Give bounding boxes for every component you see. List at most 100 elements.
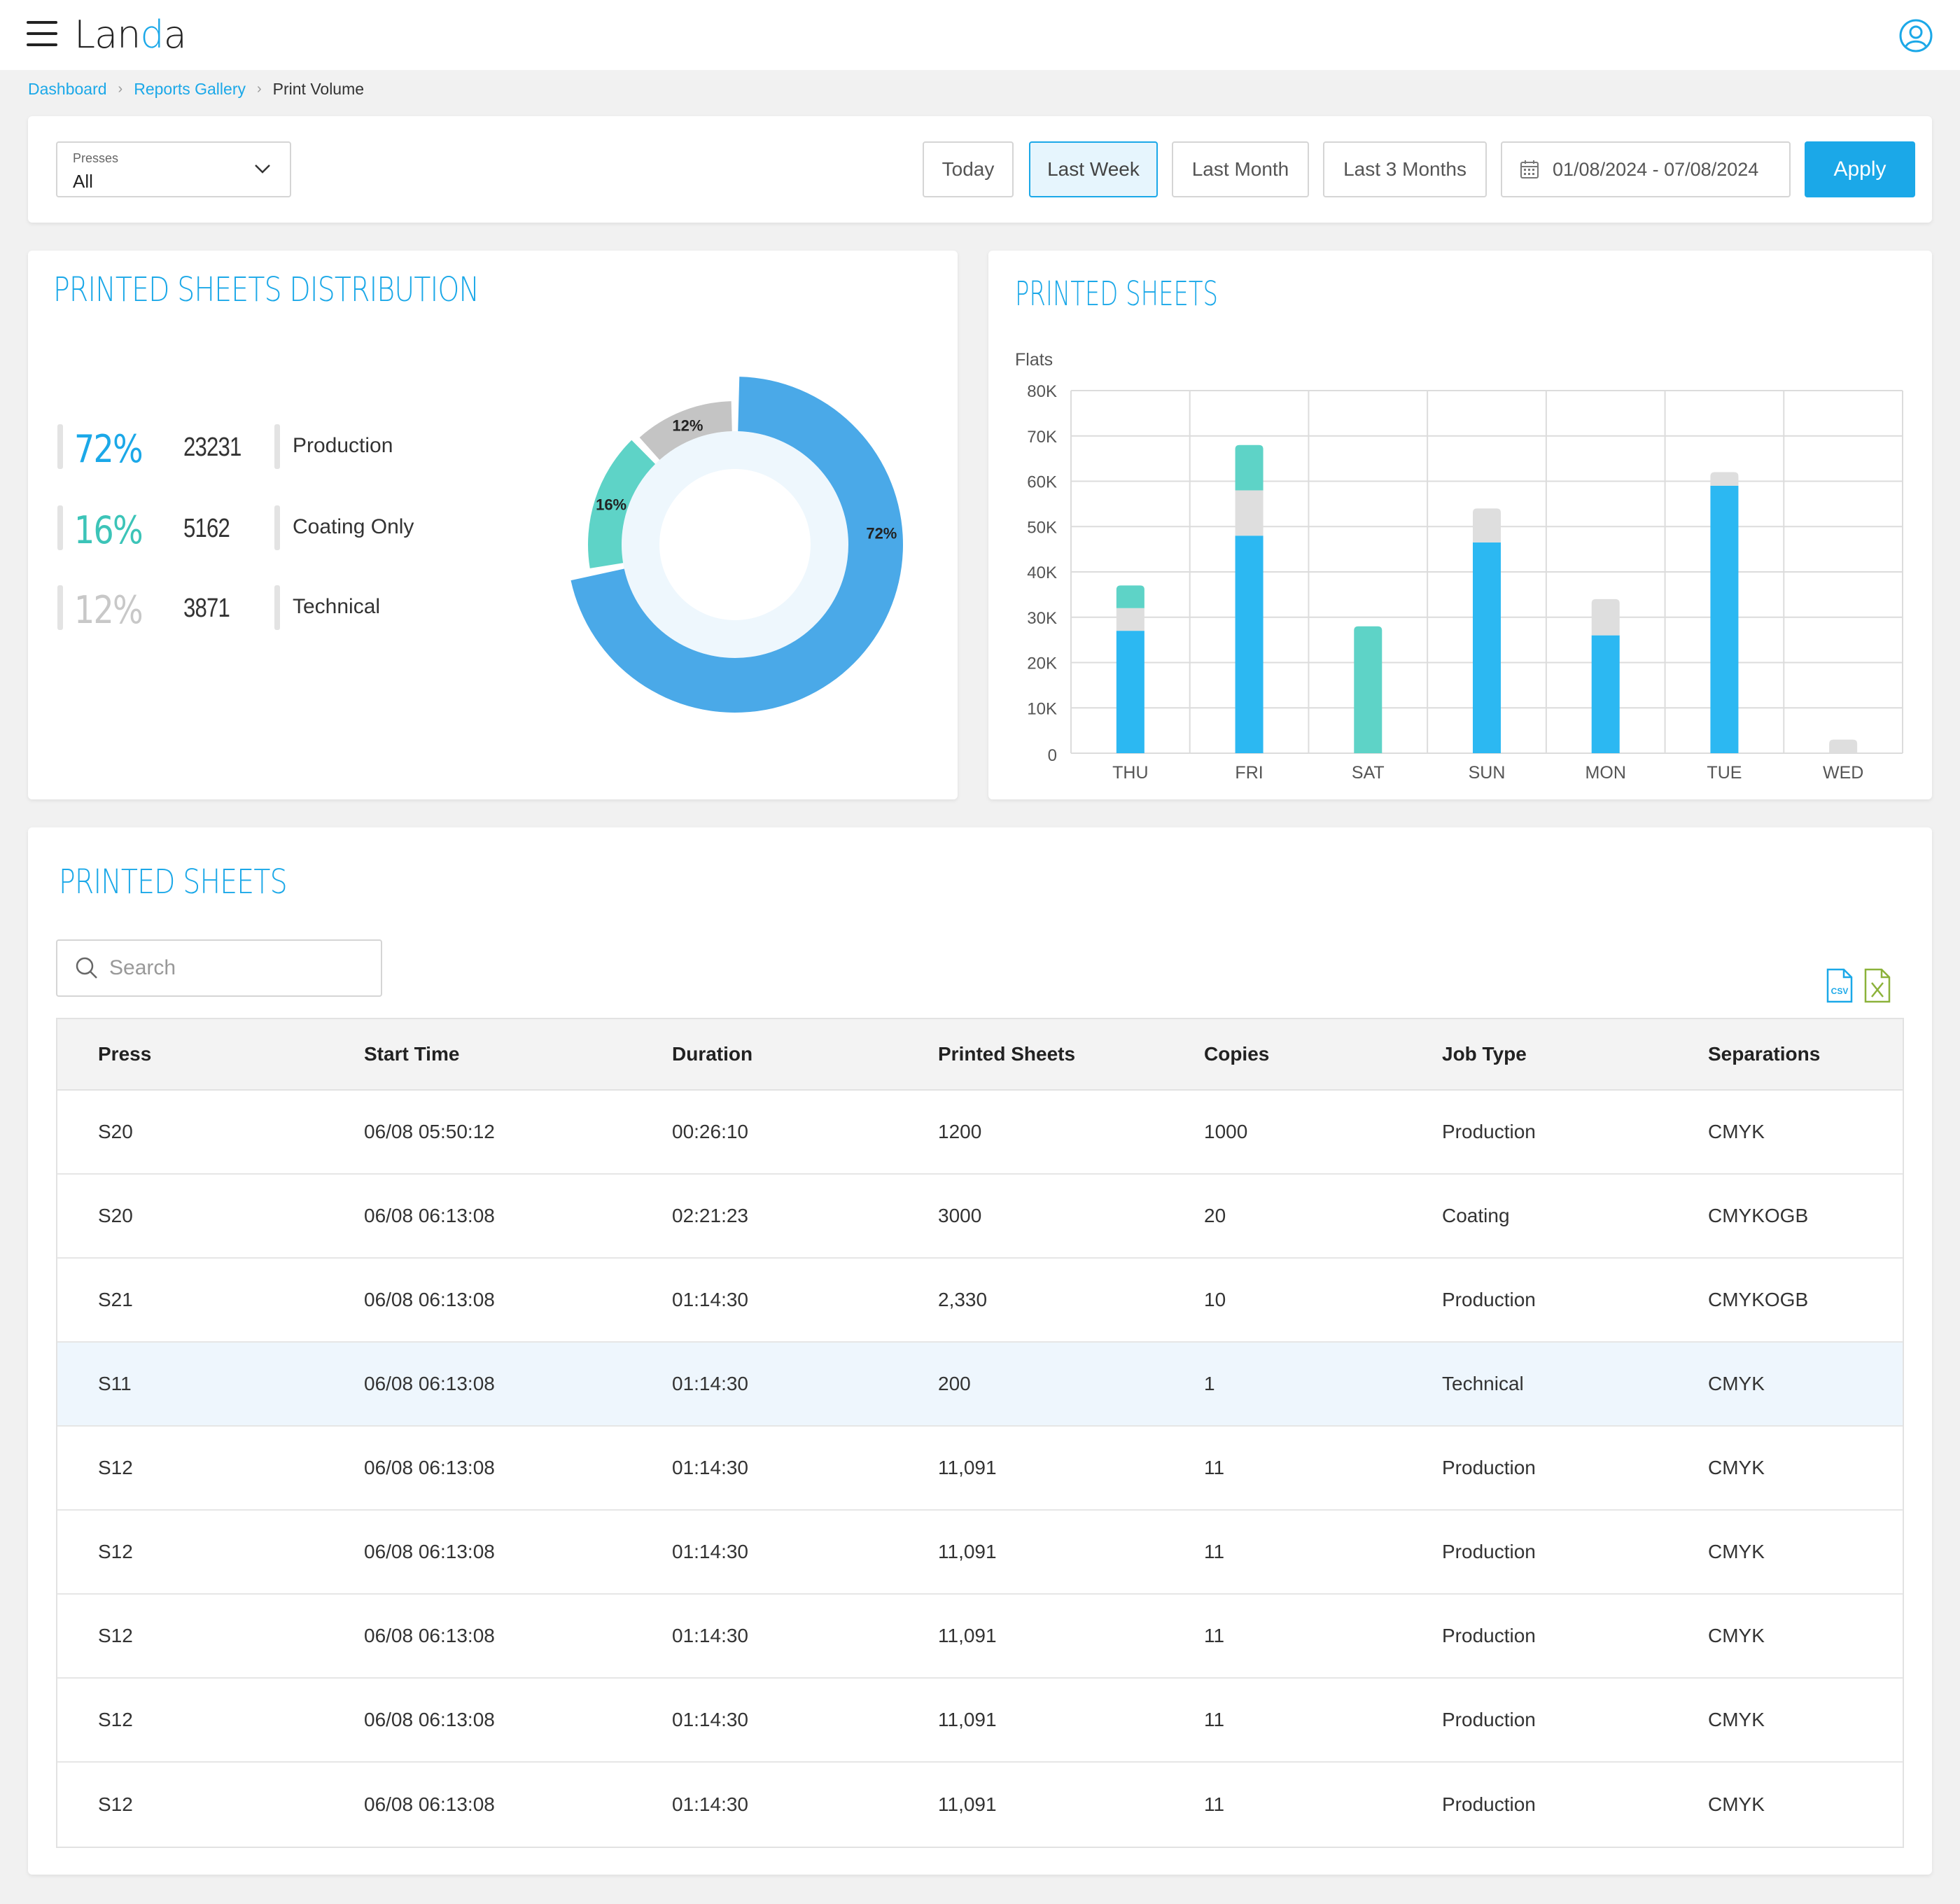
bar-chart-y-label: Flats (1015, 350, 1053, 370)
donut-hole (659, 469, 811, 620)
breadcrumb: Dashboard › Reports Gallery › Print Volu… (28, 80, 364, 99)
excel-export-icon[interactable] (1863, 967, 1891, 1004)
cell-press: S12 (98, 1457, 133, 1478)
cell-separations: CMYKOGB (1708, 1289, 1809, 1310)
cell-start-time: 06/08 06:13:08 (364, 1709, 495, 1730)
cell-start-time: 06/08 05:50:12 (364, 1121, 495, 1142)
cell-copies: 20 (1204, 1205, 1226, 1226)
cell-copies: 11 (1204, 1541, 1225, 1562)
table-row[interactable]: S20 06/08 05:50:12 00:26:10 1200 1000 Product… (57, 1091, 1903, 1175)
date-range-picker[interactable]: 01/08/2024 - 07/08/2024 (1501, 141, 1791, 197)
cell-separations: CMYK (1708, 1121, 1765, 1142)
column-header-printed-sheets[interactable]: Printed Sheets (938, 1043, 1076, 1065)
bar-tue-series-1[interactable] (1710, 472, 1739, 486)
search-box[interactable] (56, 939, 382, 997)
table-row[interactable]: S11 06/08 06:13:08 01:14:30 200 1 Technical CM… (57, 1343, 1903, 1427)
cell-printed-sheets: 2,330 (938, 1289, 988, 1310)
column-header-separations[interactable]: Separations (1708, 1043, 1821, 1065)
y-tick-label: 50K (1027, 518, 1057, 537)
chevron-right-icon: › (256, 81, 262, 97)
range-last-week-button[interactable]: Last Week (1029, 141, 1158, 197)
cell-duration: 00:26:10 (672, 1121, 748, 1142)
table-row[interactable]: S12 06/08 06:13:08 01:14:30 11,091 11 Product… (57, 1511, 1903, 1595)
cell-press: S12 (98, 1709, 133, 1730)
bar-sun-series-1[interactable] (1473, 508, 1501, 542)
range-last-3-months-button[interactable]: Last 3 Months (1323, 141, 1487, 197)
bar-fri-series-0[interactable] (1235, 536, 1264, 753)
column-header-start-time[interactable]: Start Time (364, 1043, 460, 1065)
hamburger-menu-icon[interactable] (27, 20, 57, 48)
donut-slice-production[interactable] (570, 377, 903, 713)
bar-wed-series-1[interactable] (1829, 739, 1858, 753)
cell-copies: 11 (1204, 1709, 1225, 1730)
cell-separations: CMYK (1708, 1541, 1765, 1562)
bar-thu-series-0[interactable] (1116, 631, 1144, 753)
cell-job-type: Production (1442, 1793, 1536, 1815)
column-header-press[interactable]: Press (98, 1043, 152, 1065)
calendar-icon (1520, 160, 1539, 178)
cell-press: S12 (98, 1625, 133, 1646)
presses-select[interactable]: Presses All (56, 141, 291, 197)
apply-button[interactable]: Apply (1805, 141, 1915, 197)
search-input[interactable] (109, 956, 361, 980)
cell-printed-sheets: 11,091 (938, 1625, 997, 1646)
chevron-down-icon (255, 164, 270, 174)
x-tick-label: MON (1586, 763, 1626, 783)
bar-tue-series-0[interactable] (1710, 485, 1739, 753)
cell-copies: 11 (1204, 1793, 1225, 1815)
bar-fri-series-1[interactable] (1235, 490, 1264, 536)
column-header-copies[interactable]: Copies (1204, 1043, 1270, 1065)
bar-sun-series-0[interactable] (1473, 542, 1501, 753)
breadcrumb-reports-gallery[interactable]: Reports Gallery (134, 80, 246, 98)
cell-start-time: 06/08 06:13:08 (364, 1373, 495, 1394)
cell-separations: CMYK (1708, 1373, 1765, 1394)
bar-mon-series-1[interactable] (1591, 598, 1620, 636)
cell-job-type: Production (1442, 1121, 1536, 1142)
cell-start-time: 06/08 06:13:08 (364, 1205, 495, 1226)
cell-separations: CMYK (1708, 1793, 1765, 1815)
column-header-job-type[interactable]: Job Type (1442, 1043, 1527, 1065)
x-tick-label: SAT (1352, 763, 1385, 783)
x-tick-label: TUE (1707, 763, 1742, 783)
table-title: PRINTED SHEETS (59, 862, 288, 902)
legend-production-pct: 72% (74, 427, 144, 471)
distribution-title: PRINTED SHEETS DISTRIBUTION (53, 270, 479, 309)
donut-slice-coating-only[interactable] (588, 440, 656, 568)
range-last-month-button[interactable]: Last Month (1172, 141, 1309, 197)
cell-duration: 01:14:30 (672, 1541, 748, 1562)
table-row[interactable]: S12 06/08 06:13:08 01:14:30 11,091 11 Product… (57, 1679, 1903, 1763)
table-row[interactable]: S20 06/08 06:13:08 02:21:23 3000 20 Coating CM… (57, 1175, 1903, 1259)
breadcrumb-dashboard[interactable]: Dashboard (28, 80, 107, 98)
cell-printed-sheets: 11,091 (938, 1709, 997, 1730)
bar-mon-series-0[interactable] (1591, 635, 1620, 753)
table-row[interactable]: S12 06/08 06:13:08 01:14:30 11,091 11 Product… (57, 1427, 1903, 1511)
cell-duration: 01:14:30 (672, 1625, 748, 1646)
donut-slice-technical[interactable] (639, 401, 732, 461)
landa-logo[interactable]: Landa (74, 13, 187, 57)
bar-thu-series-2[interactable] (1116, 585, 1144, 608)
cell-start-time: 06/08 06:13:08 (364, 1289, 495, 1310)
table-row[interactable]: S12 06/08 06:13:08 01:14:30 11,091 11 Product… (57, 1595, 1903, 1679)
bar-fri-series-2[interactable] (1235, 444, 1264, 491)
bar-sat-series-2[interactable] (1354, 626, 1382, 753)
cell-press: S12 (98, 1541, 133, 1562)
cell-separations: CMYK (1708, 1457, 1765, 1478)
table-row[interactable]: S12 06/08 06:13:08 01:14:30 11,091 11 Product… (57, 1763, 1903, 1847)
cell-start-time: 06/08 06:13:08 (364, 1625, 495, 1646)
column-header-duration[interactable]: Duration (672, 1043, 753, 1065)
cell-separations: CMYK (1708, 1709, 1765, 1730)
range-today-button[interactable]: Today (923, 141, 1014, 197)
cell-job-type: Production (1442, 1709, 1536, 1730)
breadcrumb-current: Print Volume (272, 80, 365, 98)
user-account-icon[interactable] (1898, 18, 1933, 53)
donut-label-technical: 12% (672, 416, 703, 434)
cell-job-type: Production (1442, 1289, 1536, 1310)
table-row[interactable]: S21 06/08 06:13:08 01:14:30 2,330 10 Producti… (57, 1259, 1903, 1343)
bar-thu-series-1[interactable] (1116, 608, 1144, 631)
cell-job-type: Technical (1442, 1373, 1524, 1394)
printed-sheets-chart-card: PRINTED SHEETS Flats 0 10K 20K 30K 40K 50K 60K… (988, 251, 1932, 799)
x-tick-label: FRI (1235, 763, 1263, 783)
csv-export-icon[interactable]: CSV (1826, 967, 1854, 1004)
donut-label-coating-only: 16% (596, 496, 626, 514)
cell-job-type: Coating (1442, 1205, 1510, 1226)
